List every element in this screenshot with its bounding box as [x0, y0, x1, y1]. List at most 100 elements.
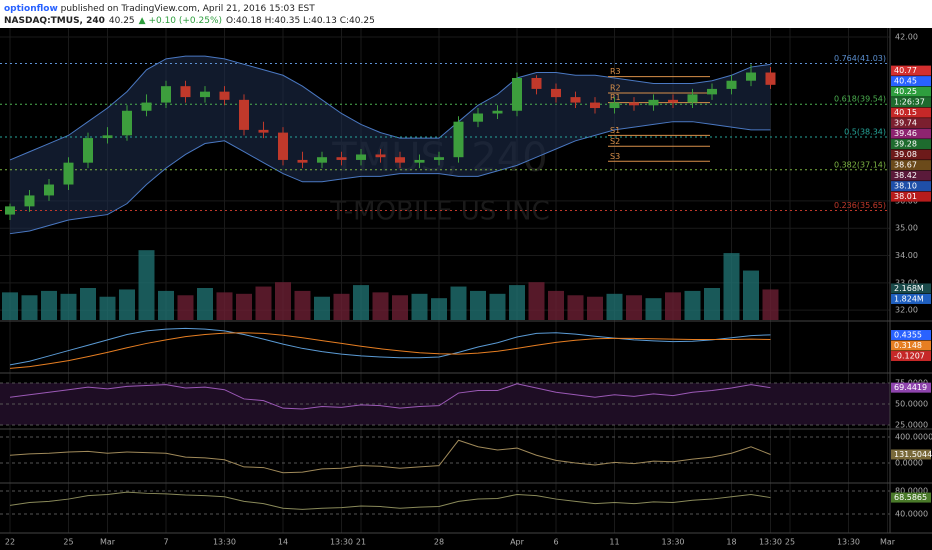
price-tag — [891, 65, 931, 76]
x-tick-label: 13:30 — [759, 538, 782, 547]
volume-bar — [431, 298, 447, 320]
candle-body — [395, 157, 405, 163]
fib-label: 0.618(39.54) — [834, 95, 886, 104]
price-tag-label: 40.15 — [894, 108, 917, 117]
volume-bar — [41, 290, 57, 320]
volume-bar — [255, 286, 272, 320]
price-tag-label: 69.4419 — [894, 383, 927, 392]
volume-bar — [392, 295, 408, 320]
volume-bar — [704, 288, 720, 320]
price-tag — [891, 449, 931, 460]
candle-body — [609, 102, 620, 109]
volume-bar — [275, 282, 291, 320]
x-tick-label: 25 — [63, 538, 73, 547]
candle-body — [726, 80, 737, 89]
price-tag-label: 38.10 — [894, 182, 917, 191]
x-tick-label: 21 — [356, 538, 366, 547]
pivot-label: R2 — [610, 84, 621, 93]
price-tag-label: 39.28 — [894, 140, 917, 149]
price-tag — [891, 191, 931, 202]
volume-bar — [353, 285, 369, 320]
band-lower — [9, 121, 771, 235]
price-tag — [891, 492, 931, 503]
candle-body — [512, 77, 522, 111]
candle-body — [336, 157, 347, 160]
price-tag-label: 0.3148 — [894, 341, 922, 350]
x-tick-label: 25 — [785, 538, 795, 547]
volume-bar — [197, 288, 213, 320]
candle-body — [746, 72, 756, 81]
y-tick-label: 40.0000 — [895, 510, 928, 519]
countdown: 1:26:37 — [894, 98, 925, 107]
author[interactable]: optionflow — [4, 4, 58, 14]
volume-bar — [548, 290, 564, 320]
x-tick-label: 18 — [726, 538, 736, 547]
volume-bar — [333, 293, 350, 320]
x-tick-label: 13:30 — [837, 538, 860, 547]
indicator-line — [9, 327, 771, 366]
indicator-line — [9, 332, 771, 369]
indicator-line — [9, 491, 771, 510]
volume-bar — [723, 253, 740, 320]
price-tag-label: -0.1207 — [894, 352, 925, 361]
volume-bar — [119, 289, 135, 320]
candle-body — [200, 91, 210, 98]
candle-body — [414, 159, 425, 163]
y-tick-label: 34.00 — [895, 251, 918, 260]
x-tick-label: 6 — [553, 538, 558, 547]
candle-body — [258, 129, 269, 133]
volume-bar — [567, 295, 584, 320]
price-tag — [891, 181, 931, 192]
band-upper — [9, 55, 771, 161]
price-tag — [891, 351, 931, 362]
candle-body — [453, 121, 464, 158]
header-line: optionflow published on TradingView.com,… — [4, 4, 315, 14]
price-tag-label: 2.168M — [894, 284, 924, 293]
y-tick-label: 0.0000 — [895, 459, 923, 468]
candle-body — [24, 195, 35, 207]
volume-bar — [80, 288, 96, 320]
price-tag — [891, 76, 931, 87]
x-tick-label: 11 — [609, 538, 619, 547]
fib-label: 0.764(41.03) — [834, 54, 886, 63]
volume-bar — [60, 293, 77, 320]
countdown-tag — [891, 97, 931, 108]
header-bar — [0, 0, 932, 28]
candle-body — [239, 99, 249, 130]
indicator-line — [9, 439, 771, 474]
candle-body — [122, 110, 132, 136]
x-tick-label: 22 — [5, 538, 15, 547]
price-tag — [891, 139, 931, 150]
volume-bar — [138, 250, 155, 320]
volume-bar — [509, 285, 525, 320]
candle-body — [570, 97, 581, 103]
y-tick-label: 80.0000 — [895, 487, 928, 496]
symbol: NASDAQ:TMUS, 240 — [4, 16, 105, 26]
candle-body — [375, 154, 386, 158]
price-tag — [891, 330, 931, 341]
candle-body — [219, 91, 230, 100]
x-tick-label: Mar — [880, 538, 896, 547]
y-tick-label: 32.00 — [895, 306, 918, 315]
y-tick-label: 50.0000 — [895, 399, 928, 408]
candle-body — [648, 99, 659, 106]
volume-bar — [528, 282, 545, 320]
price-tag — [891, 118, 931, 129]
x-tick-label: Apr — [510, 538, 525, 547]
volume-bar — [2, 292, 18, 320]
price-tag-label: 68.5865 — [894, 493, 927, 502]
candle-body — [531, 77, 542, 89]
price-tag-label: 40.77 — [894, 66, 917, 75]
volume-bar — [216, 292, 233, 320]
price-tag-label: 131.5044 — [894, 450, 932, 459]
volume-bar — [450, 286, 467, 320]
price-tag — [891, 283, 931, 294]
price-tag — [891, 293, 931, 304]
x-tick-label: 13:30 — [661, 538, 684, 547]
volume-bar — [21, 295, 38, 320]
candle-body — [317, 157, 327, 163]
x-tick-label: 14 — [278, 538, 288, 547]
ohlc: O:40.18 H:40.35 L:40.13 C:40.25 — [226, 16, 375, 26]
y-tick-label: 33.00 — [895, 278, 918, 287]
